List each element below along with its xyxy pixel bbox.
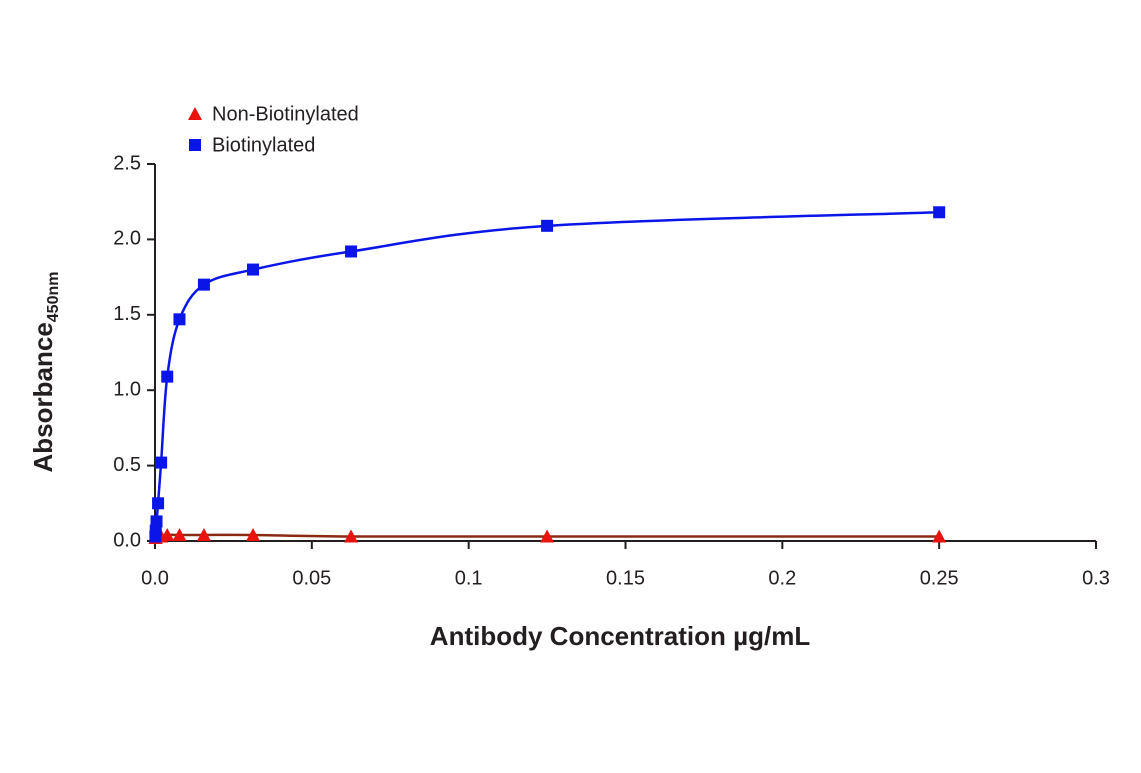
legend-label: Non-Biotinylated [212, 103, 359, 125]
y-axis-title-sub: 450nm [45, 272, 62, 323]
marker [150, 515, 163, 528]
x-tick-label: 0.05 [292, 567, 331, 589]
marker [172, 527, 187, 541]
marker [933, 206, 946, 219]
marker [247, 263, 260, 276]
y-tick-label: 0.5 [113, 454, 141, 476]
y-tick-label: 2.5 [113, 152, 141, 174]
marker [155, 456, 168, 469]
series-line [154, 211, 940, 537]
marker [197, 278, 210, 291]
marker [196, 527, 211, 541]
marker [344, 529, 359, 543]
marker [345, 245, 358, 258]
marker [246, 527, 261, 541]
marker [932, 529, 947, 543]
y-tick-label: 2.0 [113, 228, 141, 250]
x-tick-label: 0.15 [606, 567, 645, 589]
y-axis-title-main: Absorbance [28, 322, 58, 472]
x-tick-label: 0.1 [455, 567, 483, 589]
marker [161, 370, 174, 383]
y-tick-label: 0.0 [113, 529, 141, 551]
y-axis-title: Absorbance450nm [28, 272, 62, 473]
marker [541, 219, 554, 232]
x-tick-label: 0.3 [1082, 567, 1110, 589]
marker [160, 527, 175, 541]
legend-marker [189, 139, 201, 151]
x-axis-title: Antibody Concentration µg/mL [430, 621, 811, 651]
legend-label: Biotinylated [212, 134, 315, 156]
marker [149, 524, 162, 537]
marker [152, 497, 165, 510]
x-tick-label: 0.2 [768, 567, 796, 589]
y-tick-label: 1.0 [113, 378, 141, 400]
marker [540, 529, 555, 543]
legend-marker [188, 107, 202, 120]
marker [173, 313, 186, 326]
y-tick-label: 1.5 [113, 303, 141, 325]
x-tick-label: 0.0 [141, 567, 169, 589]
x-tick-label: 0.25 [920, 567, 959, 589]
